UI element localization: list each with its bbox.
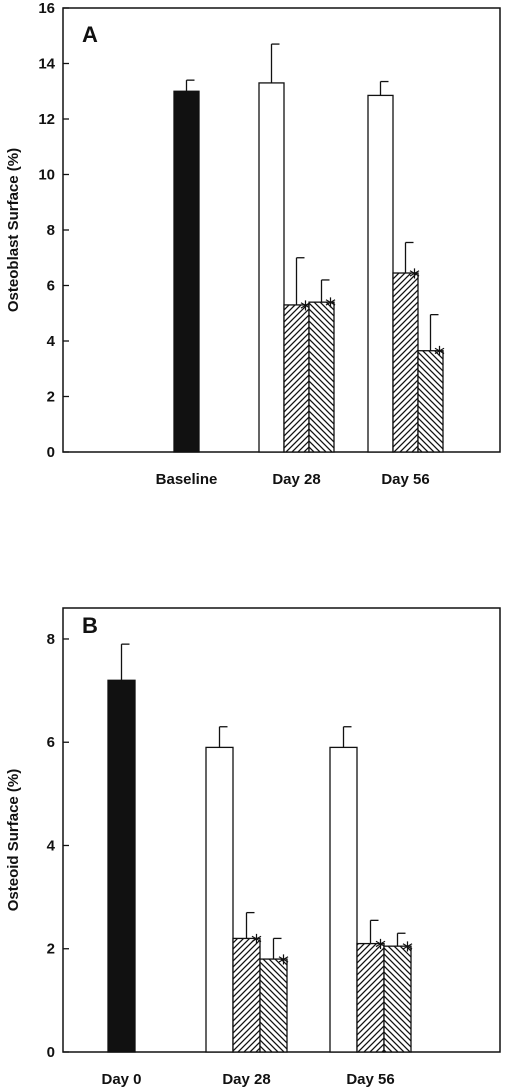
bar-open — [329, 746, 358, 1053]
significance-star: * — [402, 939, 413, 964]
panel-a-letter: A — [82, 22, 98, 47]
panel-a-y-axis-label: Osteoblast Surface (%) — [5, 148, 22, 312]
y-tick-label: 8 — [47, 222, 55, 239]
x-category-label: Day 28 — [272, 471, 320, 488]
bar-solid — [173, 90, 200, 453]
significance-star: * — [278, 952, 289, 977]
x-category-label: Day 0 — [101, 1071, 141, 1087]
significance-star: * — [409, 266, 420, 291]
y-tick-label: 4 — [47, 837, 56, 854]
bar-hatch-up — [283, 304, 310, 453]
y-tick-label: 12 — [38, 111, 55, 128]
y-tick-label: 10 — [38, 167, 55, 184]
y-tick-label: 0 — [47, 1044, 55, 1061]
significance-star: * — [325, 295, 336, 320]
panel-b-y-axis-label: Osteoid Surface (%) — [5, 769, 22, 912]
y-tick-label: 8 — [47, 631, 55, 648]
significance-star: * — [251, 931, 262, 956]
panel-a-x-axis: Baseline Day 28 Day 56 — [156, 471, 430, 488]
significance-star: * — [434, 344, 445, 369]
bar-open — [367, 94, 394, 453]
chart-panel-a: A Osteoblast Surface (%) 0 2 4 6 8 10 12 14 16 *… — [5, 0, 501, 488]
panel-b-y-axis: 0 2 4 6 8 — [47, 631, 69, 1061]
bar-open — [258, 82, 285, 453]
bar-hatch-down — [417, 350, 444, 453]
y-tick-label: 2 — [47, 941, 55, 958]
panel-b-letter: B — [82, 613, 98, 638]
x-category-label: Day 56 — [346, 1071, 394, 1087]
panel-a-y-axis: 0 2 4 6 8 10 12 14 16 — [38, 0, 69, 461]
significance-star: * — [300, 298, 311, 323]
x-category-label: Day 28 — [222, 1071, 270, 1087]
bar-hatch-down — [383, 945, 412, 1053]
y-tick-label: 4 — [47, 333, 56, 350]
y-tick-label: 6 — [47, 734, 55, 751]
y-tick-label: 0 — [47, 444, 55, 461]
y-tick-label: 6 — [47, 278, 55, 295]
y-tick-label: 2 — [47, 389, 55, 406]
panel-a-bars: * * * * — [173, 43, 445, 453]
panel-b-bars: * * * * — [107, 643, 413, 1053]
bar-hatch-up — [392, 272, 419, 453]
y-tick-label: 14 — [38, 56, 55, 73]
significance-star: * — [375, 937, 386, 962]
panel-b-x-axis: Day 0 Day 28 Day 56 — [101, 1071, 394, 1087]
y-tick-label: 16 — [38, 0, 55, 17]
bar-solid — [107, 679, 136, 1053]
x-category-label: Day 56 — [381, 471, 429, 488]
x-category-label: Baseline — [156, 471, 218, 488]
bar-hatch-down — [308, 301, 335, 453]
bar-open — [205, 746, 234, 1053]
